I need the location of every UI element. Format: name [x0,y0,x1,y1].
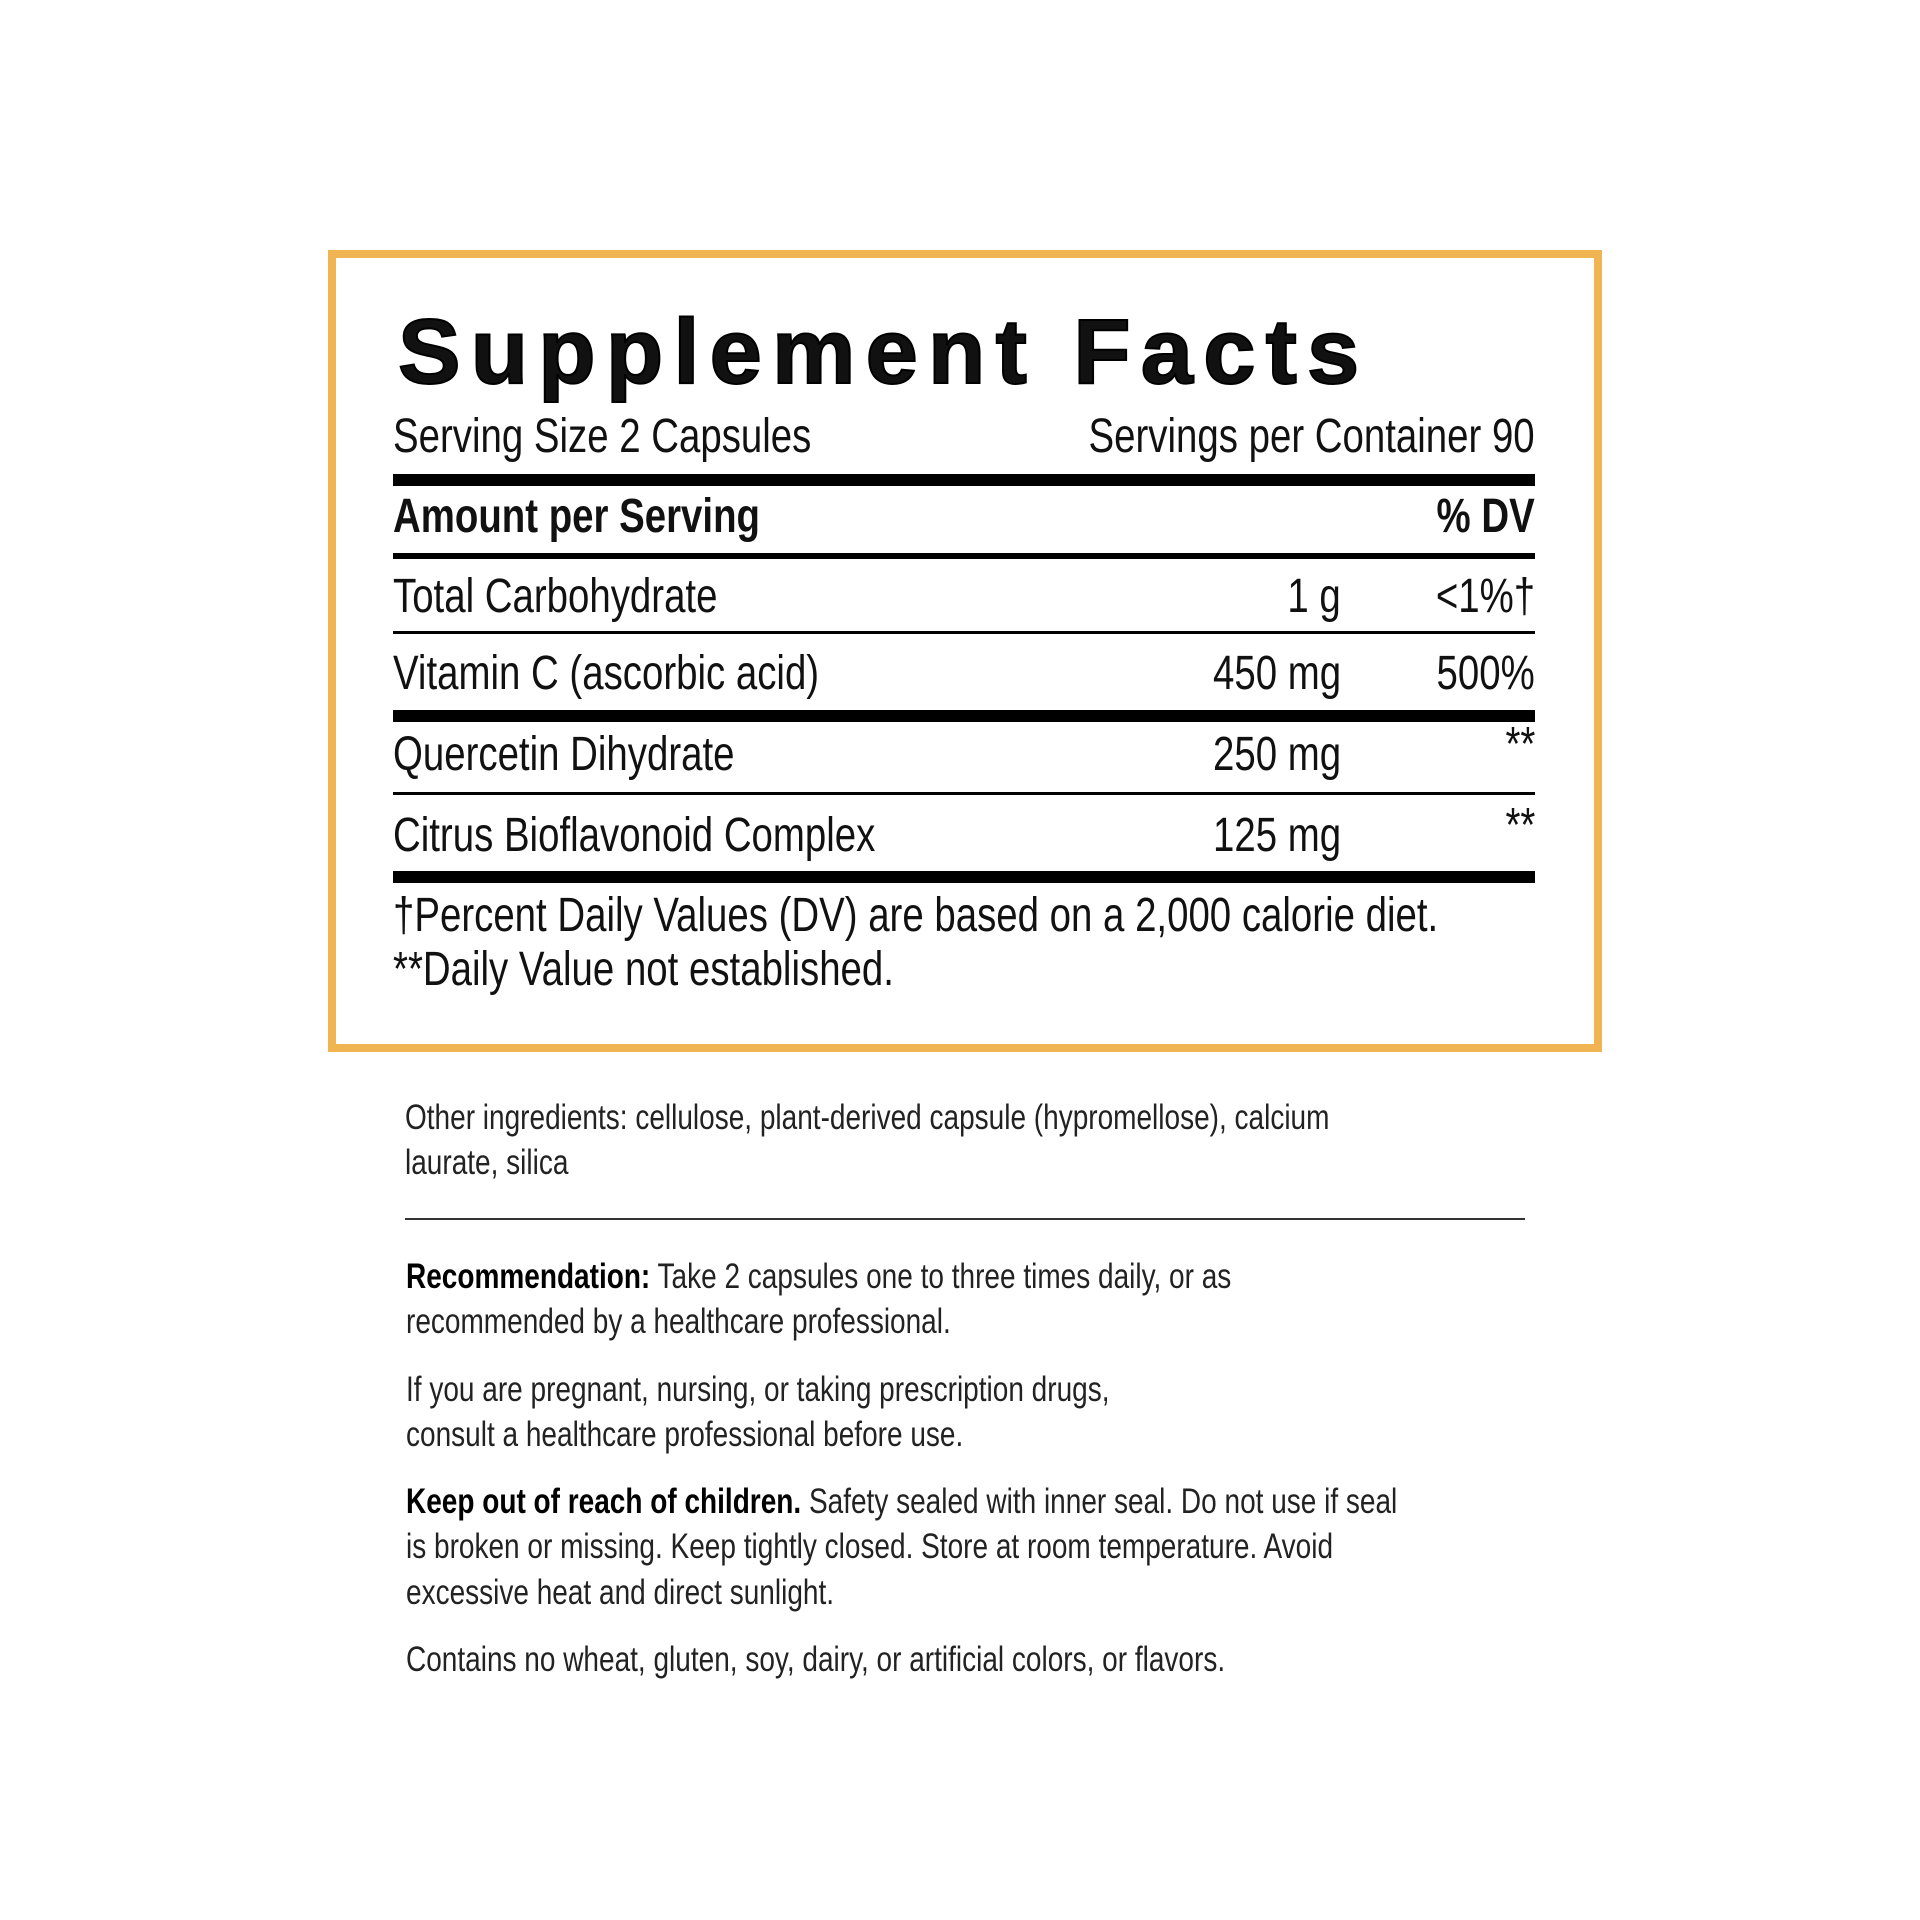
storage-text: Safety sealed with inner seal. Do not us… [801,1482,1398,1521]
thick-divider [393,871,1535,883]
recommendation-text: Take 2 capsules one to three times daily… [650,1257,1232,1296]
nutrient-dv: 500% [1436,647,1535,700]
other-ingredients-cont: laurate, silica [405,1143,569,1182]
nutrient-dv: <1%† [1435,570,1535,623]
nutrient-amount: 1 g [1287,570,1341,623]
nutrient-name: Quercetin Dihydrate [393,728,735,781]
allergen-statement: Contains no wheat, gluten, soy, dairy, o… [406,1640,1226,1679]
divider [393,631,1535,634]
footnote-dv: †Percent Daily Values (DV) are based on … [393,889,1439,942]
servings-per-container: Servings per Container 90 [1088,410,1535,463]
other-ingredients: Other ingredients: cellulose, plant-deri… [405,1098,1330,1137]
panel-title: Supplement Facts [397,300,1370,404]
section-divider [405,1218,1525,1220]
thick-divider [393,710,1535,722]
divider [393,792,1535,795]
supplement-facts-panel [328,250,1602,1052]
header-amount: Amount per Serving [393,490,760,543]
nutrient-name: Vitamin C (ascorbic acid) [393,647,820,700]
nutrient-dv: ** [1505,799,1535,852]
footnote-not-established: **Daily Value not established. [393,943,894,996]
thick-divider [393,474,1535,486]
storage: Keep out of reach of children. Safety se… [406,1479,1397,1524]
storage-label: Keep out of reach of children. [406,1482,802,1521]
serving-size: Serving Size 2 Capsules [393,410,812,463]
nutrient-amount: 125 mg [1212,809,1341,862]
nutrient-name: Total Carbohydrate [393,570,718,623]
warning-cont: consult a healthcare professional before… [406,1415,964,1454]
recommendation-cont: recommended by a healthcare professional… [406,1302,951,1341]
recommendation: Recommendation: Take 2 capsules one to t… [406,1254,1231,1299]
recommendation-label: Recommendation: [406,1257,651,1296]
warning: If you are pregnant, nursing, or taking … [406,1370,1110,1409]
storage-cont2: excessive heat and direct sunlight. [406,1573,835,1612]
nutrient-amount: 450 mg [1212,647,1341,700]
divider [393,553,1535,559]
nutrient-name: Citrus Bioflavonoid Complex [393,809,876,862]
nutrient-amount: 250 mg [1212,728,1341,781]
storage-cont: is broken or missing. Keep tightly close… [406,1527,1334,1566]
nutrient-dv: ** [1505,718,1535,771]
header-dv: % DV [1436,490,1535,543]
